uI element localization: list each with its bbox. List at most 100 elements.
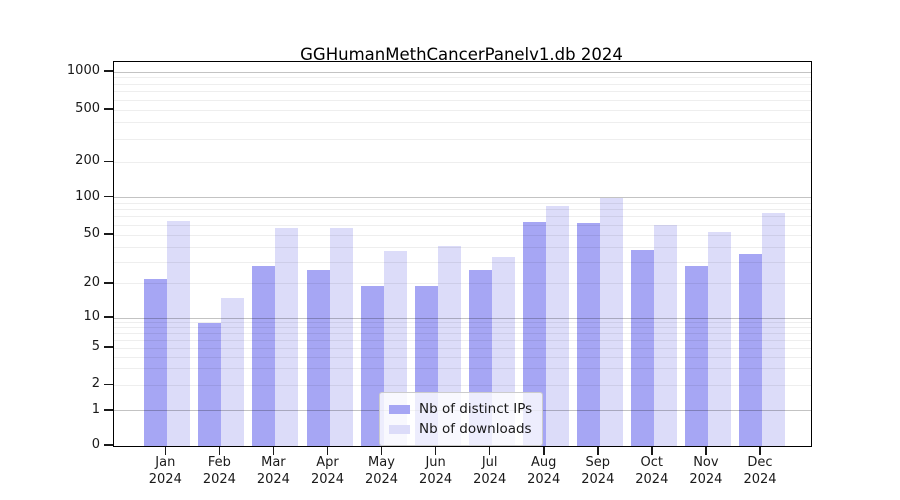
gridline-minor-800 [114, 83, 811, 85]
x-tick-mark-dec [759, 446, 761, 455]
x-tick-mark-nov [705, 446, 707, 455]
bar-distinct-ips-feb [198, 322, 222, 446]
gridline-minor-600 [114, 99, 811, 101]
bar-downloads-oct [653, 225, 677, 446]
x-tick-label-mar: Mar 2024 [256, 455, 290, 487]
x-tick-label-sep: Sep 2024 [581, 455, 615, 487]
x-tick-label-jul: Jul 2024 [473, 455, 507, 487]
y-tick-mark-200 [104, 160, 113, 163]
gridline-minor-20 [114, 283, 811, 285]
y-tick-label-10: 10 [83, 309, 100, 324]
x-tick-mark-mar [272, 446, 275, 455]
y-tick-label-500: 500 [75, 101, 100, 117]
legend-swatch-downloads [389, 424, 410, 434]
x-tick-label-oct: Oct 2024 [635, 455, 669, 487]
gridline-minor-900 [114, 77, 811, 79]
y-tick-mark-2 [104, 383, 113, 385]
x-tick-mark-jul [488, 446, 491, 455]
gridline-minor-5 [114, 347, 811, 349]
gridline-minor-6 [114, 339, 811, 341]
x-tick-label-feb: Feb 2024 [202, 455, 236, 487]
bar-downloads-mar [275, 228, 299, 446]
bar-distinct-ips-mar [252, 266, 276, 446]
x-tick-mark-apr [326, 446, 329, 455]
y-tick-mark-500 [104, 108, 113, 110]
y-tick-mark-0 [104, 444, 113, 446]
gridline-major-100 [114, 197, 811, 198]
bar-downloads-dec [762, 213, 785, 446]
legend-swatch-distinct-ips [389, 404, 410, 414]
gridline-minor-70 [114, 216, 811, 218]
x-tick-mark-may [380, 446, 383, 455]
gridline-minor-9 [114, 322, 811, 324]
bar-downloads-jan [167, 220, 191, 446]
y-tick-label-20: 20 [83, 274, 100, 290]
legend-row-distinct-ips: Nb of distinct IPs [389, 399, 532, 419]
gridline-minor-200 [114, 161, 811, 163]
x-tick-label-may: May 2024 [364, 455, 399, 487]
bar-downloads-aug [545, 206, 569, 446]
bar-downloads-nov [707, 232, 731, 446]
bar-distinct-ips-sep [576, 222, 600, 446]
gridline-minor-8 [114, 327, 811, 329]
bar-distinct-ips-dec [739, 254, 762, 446]
gridline-minor-3 [114, 368, 811, 370]
y-tick-label-100: 100 [75, 188, 100, 204]
x-tick-label-aug: Aug 2024 [527, 455, 561, 487]
gridline-minor-300 [114, 138, 811, 140]
gridline-minor-30 [114, 261, 811, 263]
x-tick-label-dec: Dec 2024 [743, 455, 777, 487]
y-tick-mark-10 [104, 316, 113, 318]
gridline-minor-4 [114, 356, 811, 358]
y-tick-mark-20 [104, 282, 113, 284]
gridline-minor-700 [114, 91, 811, 93]
gridline-minor-400 [114, 122, 811, 124]
chart-title: GGHumanMethCancerPanelv1.db 2024 [300, 45, 623, 64]
y-tick-mark-5 [104, 346, 113, 348]
y-tick-mark-50 [104, 233, 113, 235]
x-tick-label-apr: Apr 2024 [310, 455, 345, 487]
legend-row-downloads: Nb of downloads [389, 419, 532, 439]
plot-area: Nb of distinct IPs Nb of downloads [113, 61, 812, 447]
x-tick-label-jan: Jan 2024 [148, 455, 182, 487]
x-tick-mark-oct [651, 446, 653, 455]
gridline-minor-60 [114, 224, 811, 226]
gridline-major-1000 [114, 71, 811, 73]
x-tick-mark-aug [543, 446, 545, 455]
bar-downloads-apr [329, 228, 353, 446]
y-tick-label-2: 2 [91, 376, 100, 392]
x-tick-mark-sep [597, 446, 599, 455]
y-tick-mark-1000 [104, 70, 113, 72]
legend-label-distinct-ips: Nb of distinct IPs [419, 401, 533, 417]
gridline-minor-80 [114, 209, 811, 211]
bar-distinct-ips-jan [144, 278, 168, 446]
x-tick-mark-jan [164, 446, 167, 455]
x-tick-mark-feb [218, 446, 221, 455]
gridline-minor-40 [114, 246, 811, 248]
y-tick-label-200: 200 [75, 153, 100, 169]
bar-distinct-ips-aug [522, 221, 546, 446]
y-tick-label-5: 5 [91, 339, 100, 355]
bar-distinct-ips-may [360, 286, 384, 446]
bar-distinct-ips-apr [306, 269, 330, 446]
y-tick-label-1: 1 [91, 401, 100, 417]
gridline-minor-50 [114, 234, 811, 236]
gridline-major-10 [114, 317, 811, 319]
x-tick-label-nov: Nov 2024 [689, 455, 723, 487]
x-tick-mark-jun [434, 446, 437, 455]
y-tick-mark-100 [104, 195, 113, 198]
gridline-minor-7 [114, 333, 811, 334]
gridline-minor-500 [114, 109, 811, 111]
bar-downloads-feb [221, 298, 245, 446]
legend: Nb of distinct IPs Nb of downloads [379, 392, 544, 446]
legend-label-downloads: Nb of downloads [419, 421, 532, 437]
x-tick-label-jun: Jun 2024 [419, 455, 453, 487]
y-tick-label-50: 50 [83, 226, 100, 242]
gridline-minor-2 [114, 384, 811, 386]
bar-downloads-sep [599, 197, 623, 446]
y-tick-label-0: 0 [91, 437, 100, 452]
gridline-minor-90 [114, 202, 811, 204]
y-tick-label-1000: 1000 [66, 63, 100, 78]
bar-distinct-ips-nov [684, 266, 708, 446]
